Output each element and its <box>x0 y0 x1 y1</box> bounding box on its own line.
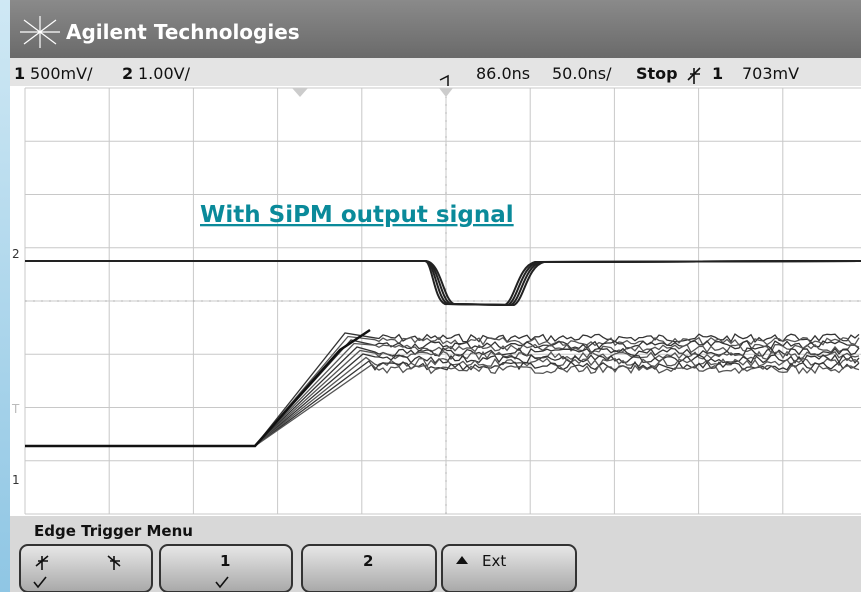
brand: Agilent Technologies <box>66 20 300 44</box>
delay-marker <box>439 88 453 97</box>
trigger-edge-icon <box>687 67 701 84</box>
ch2-number: 2 <box>122 64 133 83</box>
ch1-trace <box>25 353 860 447</box>
trigger-source: 1 <box>712 64 723 83</box>
softkey-body <box>301 544 437 592</box>
trigger-level: 703mV <box>742 64 799 83</box>
softkey-label: 1 <box>220 552 230 570</box>
trigger-marker: T <box>11 402 20 416</box>
ch1-trace <box>25 360 860 447</box>
ch1-scale: 500mV/ <box>30 64 93 83</box>
ch2-trace <box>25 260 861 307</box>
softkey-body <box>441 544 577 592</box>
delay: 86.0ns <box>476 64 530 83</box>
traces <box>25 260 861 448</box>
softkey-check <box>215 576 229 589</box>
timebase: 50.0ns/ <box>552 64 612 83</box>
brand-logo <box>20 16 60 48</box>
ch1-number: 1 <box>14 64 25 83</box>
header-bar <box>10 0 861 58</box>
softkey[interactable]: Ext <box>441 544 577 592</box>
softkey-label: Ext <box>482 552 506 570</box>
ch1-marker: 1 <box>12 473 20 487</box>
ch1-trace <box>25 335 860 447</box>
ch1-trace <box>25 363 860 447</box>
softkey[interactable]: 1 <box>159 544 293 592</box>
softkey-label: 2 <box>363 552 373 570</box>
delay-icon <box>439 74 449 86</box>
ch1-trace <box>25 346 860 447</box>
ch1-trace <box>25 328 371 448</box>
status-bar <box>10 58 861 86</box>
ch2-scale: 1.00V/ <box>138 64 191 83</box>
ch2-marker: 2 <box>12 247 20 261</box>
trigger-position-marker <box>292 88 308 97</box>
run-state: Stop <box>636 64 678 83</box>
softkey-slope[interactable] <box>19 544 153 592</box>
annotation: With SiPM output signal <box>200 202 514 228</box>
softkey-body <box>159 544 293 592</box>
ch1-trace <box>25 339 860 447</box>
softkey-arrow <box>456 556 468 564</box>
menu-title: Edge Trigger Menu <box>34 522 193 540</box>
ch1-trace <box>25 356 860 447</box>
softkey[interactable]: 2 <box>301 544 437 592</box>
